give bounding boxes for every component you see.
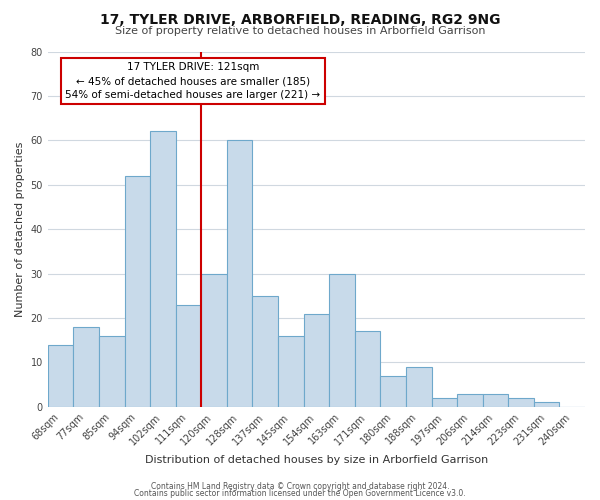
Bar: [329, 274, 355, 407]
Bar: [355, 332, 380, 407]
Bar: [304, 314, 329, 407]
Bar: [73, 327, 99, 407]
Bar: [508, 398, 534, 407]
Bar: [253, 296, 278, 407]
Bar: [99, 336, 125, 407]
X-axis label: Distribution of detached houses by size in Arborfield Garrison: Distribution of detached houses by size …: [145, 455, 488, 465]
Bar: [201, 274, 227, 407]
Bar: [431, 398, 457, 407]
Bar: [176, 304, 201, 407]
Bar: [482, 394, 508, 407]
Bar: [534, 402, 559, 407]
Y-axis label: Number of detached properties: Number of detached properties: [15, 142, 25, 317]
Text: Contains HM Land Registry data © Crown copyright and database right 2024.: Contains HM Land Registry data © Crown c…: [151, 482, 449, 491]
Bar: [125, 176, 150, 407]
Text: Contains public sector information licensed under the Open Government Licence v3: Contains public sector information licen…: [134, 488, 466, 498]
Bar: [150, 132, 176, 407]
Bar: [457, 394, 482, 407]
Bar: [278, 336, 304, 407]
Bar: [406, 367, 431, 407]
Text: 17 TYLER DRIVE: 121sqm
← 45% of detached houses are smaller (185)
54% of semi-de: 17 TYLER DRIVE: 121sqm ← 45% of detached…: [65, 62, 320, 100]
Text: Size of property relative to detached houses in Arborfield Garrison: Size of property relative to detached ho…: [115, 26, 485, 36]
Bar: [227, 140, 253, 407]
Bar: [48, 344, 73, 407]
Bar: [380, 376, 406, 407]
Text: 17, TYLER DRIVE, ARBORFIELD, READING, RG2 9NG: 17, TYLER DRIVE, ARBORFIELD, READING, RG…: [100, 12, 500, 26]
